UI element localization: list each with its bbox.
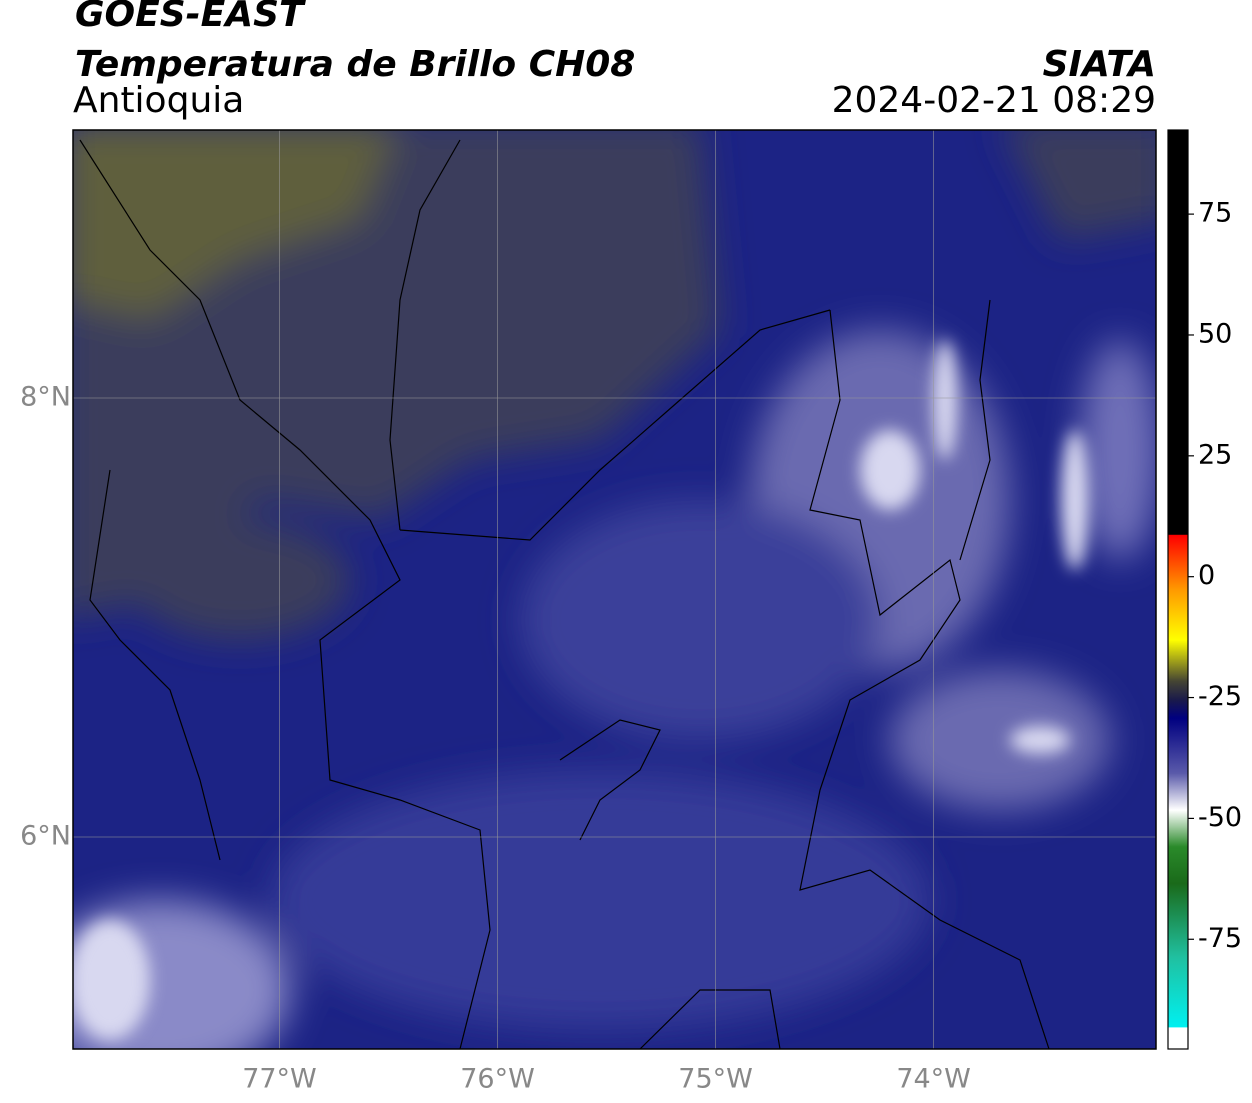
subtitle: Temperatura de Brillo CH08 [75, 44, 635, 85]
colorbar-tick-label: 75 [1198, 198, 1232, 229]
borders [79, 139, 1050, 1049]
colorbar-tick-label: -25 [1198, 681, 1242, 712]
x-tick-label: 76°W [460, 1064, 535, 1095]
x-tick-label: 75°W [678, 1064, 753, 1095]
y-tick-label: 6°N [20, 820, 71, 851]
map-image [73, 130, 1156, 1049]
colorbar-tick-label: 25 [1198, 439, 1232, 470]
map-frame [72, 129, 1157, 1050]
colorbar-tick-label: 0 [1198, 560, 1215, 591]
colorbar-tick-label: -50 [1198, 802, 1242, 833]
y-tick-label: 8°N [20, 381, 71, 412]
colorbar-tick-label: -75 [1198, 923, 1242, 954]
source: SIATA [1043, 44, 1156, 85]
datetime: 2024-02-21 08:29 [832, 80, 1156, 121]
x-tick-label: 77°W [242, 1064, 317, 1095]
region: Antioquia [73, 80, 244, 121]
colorbar [1167, 129, 1189, 1050]
x-tick-label: 74°W [896, 1064, 971, 1095]
title: GOES-EAST [75, 0, 306, 35]
colorbar-tick-label: 50 [1198, 318, 1232, 349]
